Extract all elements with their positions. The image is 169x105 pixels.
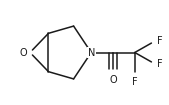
Text: F: F — [157, 36, 163, 46]
Text: O: O — [20, 47, 28, 58]
Text: F: F — [157, 59, 163, 69]
Text: N: N — [88, 47, 95, 58]
Text: O: O — [109, 75, 117, 85]
Text: F: F — [132, 77, 138, 87]
